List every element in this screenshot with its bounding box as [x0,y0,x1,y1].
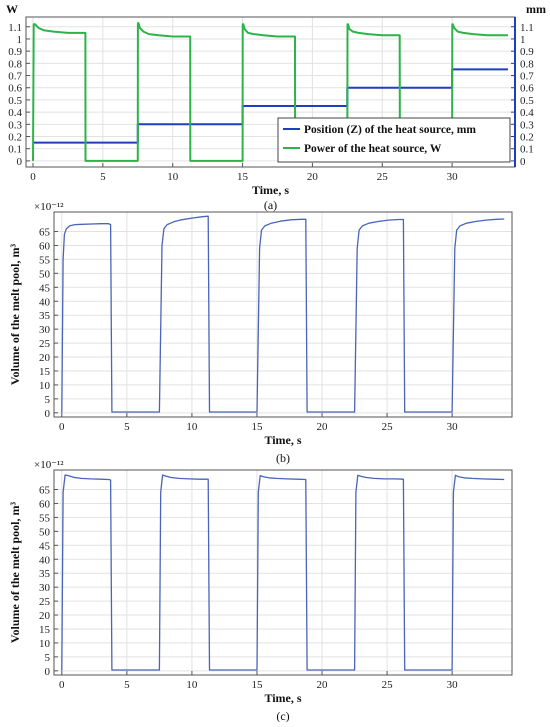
legend-label-position: Position (Z) of the heat source, mm [304,124,476,136]
x-tick-label: 10 [167,171,179,183]
right-unit-label: mm [526,2,546,16]
y-axis-title: Volume of the melt pool, m³ [8,502,22,644]
y-tick-label: 40 [39,296,51,308]
x-tick-label: 20 [317,421,329,433]
y-tick-label: 0.1 [8,144,22,156]
y-tick-label: 10 [39,380,51,392]
y-tick-label: 55 [39,512,51,524]
x-tick-label: 25 [382,421,394,433]
y-tick-label: 0 [45,408,51,420]
y-tick-label: 20 [39,352,51,364]
right-y-tick-label: 0.9 [520,46,534,58]
y-tick-label: 60 [39,240,51,252]
y-tick-label: 35 [39,310,51,322]
right-y-tick-label: 1.1 [520,22,534,34]
y-tick-label: 0.4 [8,107,22,119]
y-tick-label: 1 [17,34,23,46]
y-tick-label: 0 [45,666,51,678]
x-axis-title: Time, s [264,433,301,447]
right-y-tick-label: 0.6 [520,83,534,95]
panel-caption: (b) [276,451,290,465]
panel-caption: (a) [264,198,277,212]
y-tick-label: 0.2 [8,132,22,144]
legend-box [277,117,511,163]
y-tick-label: 0.5 [8,95,22,107]
right-y-tick-label: 0.3 [520,119,534,131]
y-tick-label: 25 [39,596,51,608]
y-tick-label: 65 [39,227,51,239]
x-tick-label: 20 [317,679,329,691]
x-axis-title: Time, s [252,183,289,197]
series-line-melt-pool-volume [61,474,505,671]
y-tick-label: 0 [17,156,23,168]
x-tick-label: 25 [382,679,394,691]
chart-panel-a: 0 5 10 15 20 25 300 00.1 0.10.2 0.20.3 0.30.4 0.40.… [6,2,546,212]
y-tick-label: 50 [39,526,51,538]
right-y-tick-label: 0.4 [520,107,534,119]
x-tick-label: 0 [59,679,65,691]
x-tick-label: 25 [377,171,389,183]
x-tick-label: 0 [59,421,65,433]
right-y-tick-label: 1 [520,34,526,46]
x-tick-label: 30 [447,421,459,433]
y-tick-label: 0.8 [8,58,22,70]
y-tick-label: 0.6 [8,83,22,95]
x-tick-label: 0 [30,171,36,183]
x-tick-label: 5 [124,679,130,691]
y-axis-title: Volume of the melt pool, m³ [8,244,22,386]
x-axis-title: Time, s [264,691,301,705]
y-tick-label: 65 [39,485,51,497]
y-tick-label: 0.3 [8,119,22,131]
right-y-tick-label: 0 [520,156,526,168]
y-tick-label: 45 [39,282,51,294]
y-tick-label: 10 [39,638,51,650]
y-tick-label: 30 [39,324,51,336]
x-tick-label: 10 [186,679,198,691]
x-tick-label: 30 [447,679,459,691]
right-y-tick-label: 0.1 [520,144,534,156]
x-tick-label: 10 [186,421,198,433]
x-tick-label: 5 [100,171,106,183]
x-tick-label: 30 [447,171,459,183]
y-tick-label: 5 [45,394,51,406]
legend: Position (Z) of the heat source, mm Power… [277,117,511,163]
y-tick-label: 25 [39,338,51,350]
plot-frame [53,211,513,418]
y-tick-label: 20 [39,610,51,622]
y-tick-label: 30 [39,582,51,594]
y-tick-label: 15 [39,366,51,378]
left-unit-label: W [6,2,18,16]
right-y-tick-label: 0.2 [520,132,534,144]
right-y-tick-label: 0.7 [520,71,534,83]
right-y-tick-label: 0.8 [520,58,534,70]
x-tick-label: 15 [251,421,263,433]
y-multiplier: ×10⁻¹² [34,459,64,471]
y-tick-label: 0.7 [8,71,22,83]
x-tick-label: 5 [124,421,130,433]
legend-label-power: Power of the heat source, W [304,143,442,155]
right-y-tick-label: 0.5 [520,95,534,107]
y-tick-label: 5 [45,652,51,664]
y-tick-label: 15 [39,624,51,636]
y-tick-label: 0.9 [8,46,22,58]
panel-caption: (c) [276,709,289,722]
x-tick-label: 15 [237,171,249,183]
y-tick-label: 50 [39,268,51,280]
y-multiplier: ×10⁻¹² [34,201,64,213]
x-tick-label: 20 [307,171,319,183]
y-tick-label: 60 [39,498,51,510]
series-line-melt-pool-volume [61,215,505,413]
y-tick-label: 1.1 [8,22,22,34]
x-tick-label: 15 [251,679,263,691]
y-tick-label: 45 [39,540,51,552]
y-tick-label: 55 [39,254,51,266]
y-tick-label: 35 [39,568,51,580]
y-tick-label: 40 [39,554,51,566]
plot-frame [53,469,513,676]
